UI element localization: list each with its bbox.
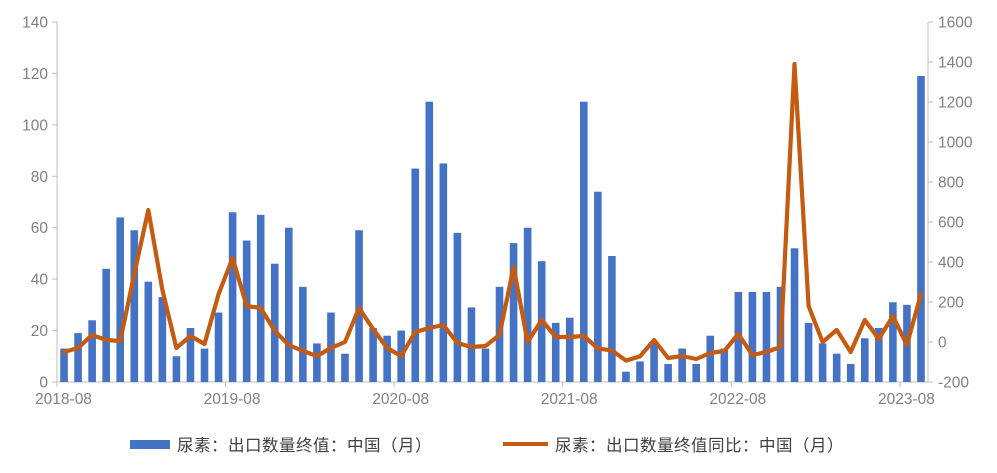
bar-2022-01 xyxy=(636,361,644,382)
bar-2019-02 xyxy=(144,281,153,382)
bar-2023-07 xyxy=(889,302,897,382)
line-series-label: 尿素：出口数量终值同比：中国（月） xyxy=(555,437,844,455)
x-axis-tick-label: 2021-08 xyxy=(541,391,598,408)
x-axis-tick-label: 2018-08 xyxy=(35,391,92,408)
bar-2023-06 xyxy=(875,328,883,382)
left-axis-tick-label: 120 xyxy=(22,66,48,83)
bar-2022-05 xyxy=(692,364,701,382)
bar-2021-07 xyxy=(551,322,560,382)
bar-2022-10 xyxy=(762,292,771,382)
chart-canvas: 0 20 40 60 80 100 120 140 -200 0 200 400 600 800 1000 1… xyxy=(22,15,973,409)
bar-2022-07 xyxy=(720,348,729,382)
right-axis-tick-label: 1200 xyxy=(938,95,973,112)
bar-2020-01 xyxy=(299,286,307,382)
bar-2018-11 xyxy=(102,268,110,382)
bar-2020-10 xyxy=(425,101,434,382)
left-axis-tick-label: 80 xyxy=(31,169,49,186)
bar-2022-12 xyxy=(790,248,799,382)
right-axis-tick-label: 1600 xyxy=(938,15,973,32)
bar-2023-09 xyxy=(917,76,925,382)
bar-2021-08 xyxy=(565,317,574,382)
bar-2022-09 xyxy=(748,292,757,382)
bar-2020-12 xyxy=(453,232,462,382)
bar-series-label: 尿素：出口数量终值：中国（月） xyxy=(177,437,432,455)
bar-2019-03 xyxy=(158,297,167,382)
bar-2021-11 xyxy=(608,256,616,382)
chart-legend: 尿素：出口数量终值：中国（月） 尿素：出口数量终值同比：中国（月） xyxy=(0,430,997,460)
right-axis-tick-label: 1000 xyxy=(938,135,973,152)
bar-2019-04 xyxy=(172,356,181,382)
left-axis-tick-label: 60 xyxy=(31,220,49,237)
bar-2019-01 xyxy=(130,230,139,382)
bar-2018-10 xyxy=(88,320,96,382)
bar-2021-04 xyxy=(509,243,518,382)
bar-2021-05 xyxy=(523,227,532,382)
left-axis-tick-label: 40 xyxy=(31,272,49,289)
bar-2021-01 xyxy=(467,307,476,382)
right-axis-tick-label: 600 xyxy=(938,215,964,232)
bar-2023-02 xyxy=(818,343,827,382)
x-axis-tick-label: 2020-08 xyxy=(372,391,429,408)
bar-2020-06 xyxy=(369,328,377,382)
bar-2019-09 xyxy=(242,240,251,382)
bar-2019-10 xyxy=(256,214,265,382)
bar-2021-12 xyxy=(622,371,630,382)
legend-item-export-yoy: 尿素：出口数量终值同比：中国（月） xyxy=(503,432,844,456)
bar-2021-09 xyxy=(580,101,588,382)
bar-2022-03 xyxy=(664,364,672,382)
right-axis-tick-label: 800 xyxy=(938,175,964,192)
bar-2022-02 xyxy=(650,343,658,382)
yoy-line xyxy=(61,61,924,363)
bar-2018-12 xyxy=(116,217,125,382)
bar-2020-07 xyxy=(383,335,391,382)
bar-2021-10 xyxy=(594,191,602,382)
right-axis-tick-label: 200 xyxy=(938,295,964,312)
bar-2022-04 xyxy=(678,348,686,382)
bar-2019-12 xyxy=(284,227,293,382)
left-axis-tick-label: 0 xyxy=(39,375,48,392)
bar-2019-05 xyxy=(186,328,195,382)
bar-2023-01 xyxy=(804,322,813,382)
x-axis-tick-label: 2022-08 xyxy=(709,391,766,408)
bar-2023-04 xyxy=(846,364,855,382)
bar-2018-08 xyxy=(60,348,68,382)
bar-2019-06 xyxy=(200,348,209,382)
left-axis-tick-label: 20 xyxy=(31,323,49,340)
legend-item-export-volume: 尿素：出口数量终值：中国（月） xyxy=(130,432,432,456)
bar-2023-03 xyxy=(832,353,841,382)
bar-series-swatch xyxy=(130,439,170,449)
bar-2019-07 xyxy=(214,312,223,382)
bar-2020-09 xyxy=(411,168,420,382)
bar-2020-02 xyxy=(313,343,321,382)
bar-2021-02 xyxy=(481,348,490,382)
bar-2019-11 xyxy=(270,263,279,382)
left-axis-tick-label: 100 xyxy=(22,117,48,134)
line-series-swatch xyxy=(503,441,548,447)
bar-2018-09 xyxy=(74,333,82,382)
bar-2023-05 xyxy=(860,338,869,382)
x-axis-tick-label: 2023-08 xyxy=(878,391,935,408)
left-axis-tick-label: 140 xyxy=(22,15,48,32)
right-axis-tick-label: 0 xyxy=(938,335,947,352)
x-axis-tick-label: 2019-08 xyxy=(204,391,261,408)
bar-2020-04 xyxy=(341,353,349,382)
bar-2020-11 xyxy=(439,163,448,382)
right-axis-tick-label: 1400 xyxy=(938,55,973,72)
bar-2022-06 xyxy=(706,335,715,382)
right-axis-tick-label: -200 xyxy=(938,375,969,392)
right-axis-tick-label: 400 xyxy=(938,255,964,272)
bar-2019-08 xyxy=(228,212,237,382)
